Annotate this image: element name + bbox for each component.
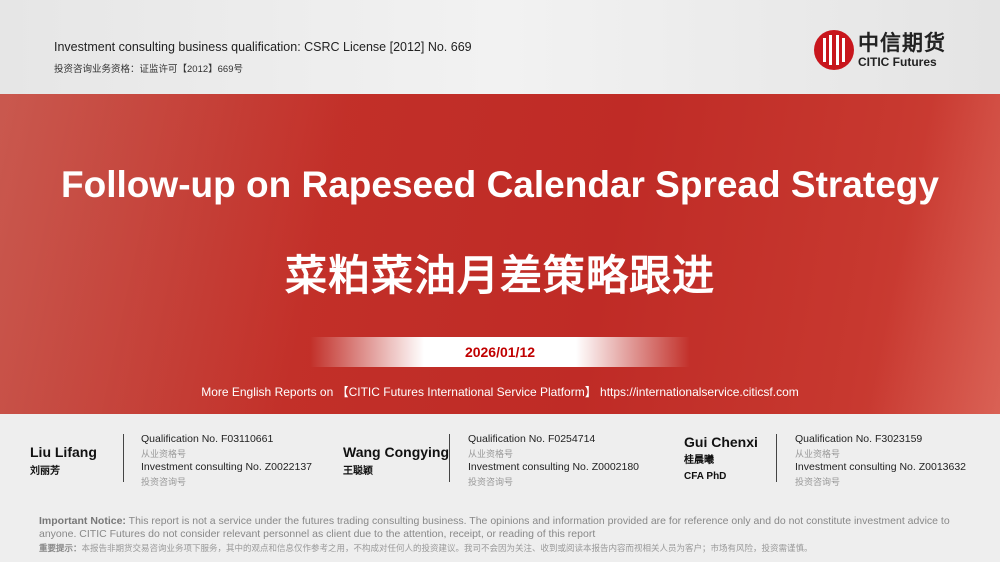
license-en: Investment consulting business qualifica… [54, 40, 472, 54]
notice-text-cn: 本报告非期货交易咨询业务项下服务，其中的观点和信息仅作参考之用，不构成对任何人的… [81, 544, 813, 554]
qualification-no: Qualification No. F3023159 [795, 433, 923, 445]
divider [123, 434, 124, 482]
logo-text-cn: 中信期货 [858, 30, 946, 55]
qualification-no: Qualification No. F03110661 [141, 433, 274, 445]
qualification-label-cn: 从业资格号 [468, 449, 514, 459]
consulting-no: Investment consulting No. Z0002180 [468, 461, 640, 473]
author-name-cn: 刘丽芳 [30, 466, 60, 477]
title-cn: 菜粕菜油月差策略跟进 [284, 251, 715, 300]
qualification-label-cn: 从业资格号 [795, 449, 841, 459]
author-title: CFA PhD [684, 471, 727, 482]
logo-text-en: CITIC Futures [858, 55, 937, 69]
divider [776, 434, 777, 482]
qualification-label-cn: 从业资格号 [141, 449, 187, 459]
license-cn: 投资咨询业务资格：证监许可【2012】669号 [54, 64, 243, 75]
consulting-no: Investment consulting No. Z0022137 [141, 461, 313, 473]
author-name: Gui Chenxi [684, 434, 758, 450]
important-notice-cn: 重要提示：本报告非期货交易咨询业务项下服务，其中的观点和信息仅作参考之用，不构成… [39, 542, 813, 554]
consulting-label-cn: 投资咨询号 [141, 477, 187, 487]
author-name-cn: 桂晨曦 [684, 455, 714, 466]
more-reports-link[interactable]: More English Reports on 【CITIC Futures I… [201, 385, 799, 399]
citic-logo-icon [814, 30, 854, 70]
divider [449, 434, 450, 482]
notice-text: This report is not a service under the f… [39, 515, 950, 540]
qualification-no: Qualification No. F0254714 [468, 433, 596, 445]
author-name: Wang Congying [343, 444, 450, 460]
notice-label: Important Notice: [39, 515, 126, 527]
citic-futures-logo: 中信期货 CITIC Futures [814, 30, 946, 70]
consulting-label-cn: 投资咨询号 [468, 477, 514, 487]
cover-band: Follow-up on Rapeseed Calendar Spread St… [0, 94, 1000, 414]
header-area: Investment consulting business qualifica… [0, 0, 1000, 94]
notice-label-cn: 重要提示： [39, 544, 82, 554]
report-date: 2026/01/12 [310, 337, 690, 367]
author-name-cn: 王聪颖 [343, 466, 373, 477]
authors-section: Liu Lifang 刘丽芳 Qualification No. F031106… [0, 428, 1000, 498]
author-name: Liu Lifang [30, 444, 97, 460]
important-notice: Important Notice: This report is not a s… [39, 515, 969, 541]
consulting-label-cn: 投资咨询号 [795, 477, 841, 487]
title-en: Follow-up on Rapeseed Calendar Spread St… [61, 164, 939, 205]
consulting-no: Investment consulting No. Z0013632 [795, 461, 967, 473]
